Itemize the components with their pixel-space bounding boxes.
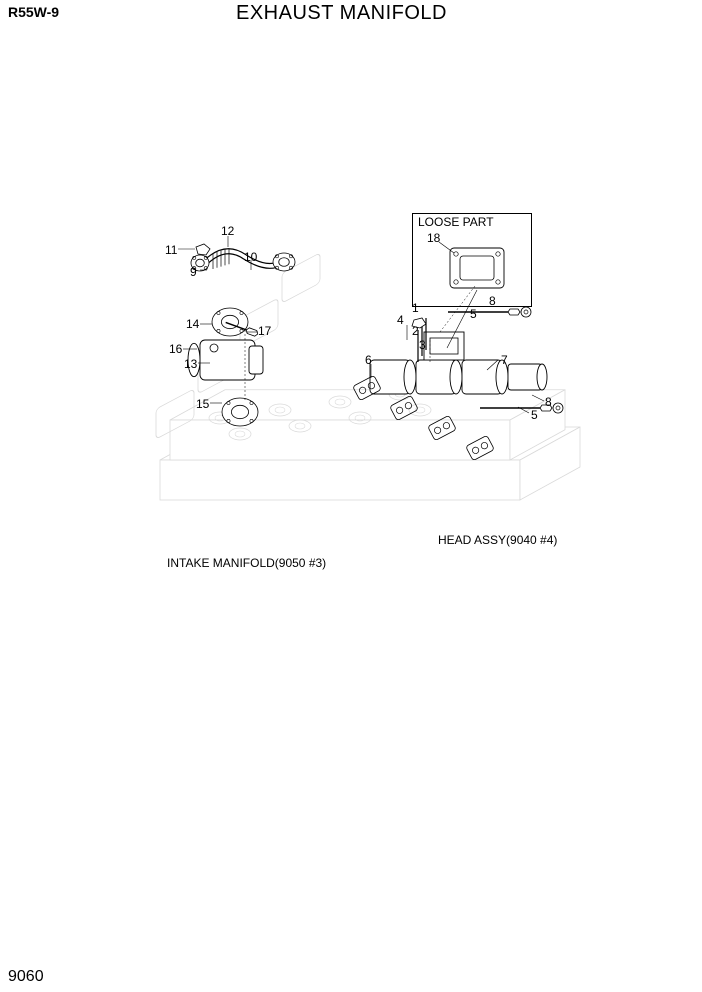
callout-6: 6 <box>365 353 372 367</box>
callout-16: 16 <box>169 342 182 356</box>
callout-5: 5 <box>470 307 477 321</box>
diagram-container: R55W-9 EXHAUST MANIFOLD 9060 LOOSE PART … <box>0 0 702 992</box>
callout-1: 1 <box>412 301 419 315</box>
exploded-view-art <box>0 0 702 992</box>
callout-10: 10 <box>244 250 257 264</box>
callout-12: 12 <box>221 224 234 238</box>
callout-2: 2 <box>412 324 419 338</box>
callout-4: 4 <box>397 313 404 327</box>
callout-17: 17 <box>258 324 271 338</box>
callout-14: 14 <box>186 317 199 331</box>
ref-label: HEAD ASSY(9040 #4) <box>438 533 557 547</box>
callout-3: 3 <box>419 338 426 352</box>
callout-13: 13 <box>184 357 197 371</box>
callout-8: 8 <box>489 294 496 308</box>
callout-8: 8 <box>545 395 552 409</box>
callout-5: 5 <box>531 408 538 422</box>
callout-15: 15 <box>196 397 209 411</box>
ref-label: INTAKE MANIFOLD(9050 #3) <box>167 556 326 570</box>
callout-7: 7 <box>501 353 508 367</box>
callout-9: 9 <box>190 265 197 279</box>
callout-11: 11 <box>165 243 177 257</box>
callout-18: 18 <box>427 231 440 245</box>
